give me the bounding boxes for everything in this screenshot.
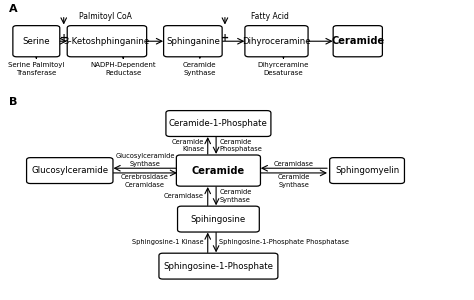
Text: B: B [9, 97, 18, 107]
Text: A: A [9, 4, 18, 14]
Text: Sphingosine-1-Phosphate Phosphatase: Sphingosine-1-Phosphate Phosphatase [219, 239, 349, 245]
Text: Cerebrosidase
Ceramidase: Cerebrosidase Ceramidase [121, 174, 169, 188]
Text: Ceramide
Synthase: Ceramide Synthase [277, 174, 310, 188]
FancyBboxPatch shape [67, 26, 146, 57]
FancyBboxPatch shape [164, 26, 222, 57]
FancyBboxPatch shape [330, 158, 404, 184]
Text: Spihingosine: Spihingosine [191, 214, 246, 224]
FancyBboxPatch shape [178, 206, 259, 232]
Text: Ceramidase: Ceramidase [273, 161, 314, 167]
Text: Fatty Acid: Fatty Acid [251, 12, 289, 21]
Text: Serine Palmitoyl
Transferase: Serine Palmitoyl Transferase [8, 62, 64, 76]
Text: Glucosylceramide
Synthase: Glucosylceramide Synthase [115, 153, 175, 167]
Text: 3-Ketoshphinganine: 3-Ketoshphinganine [64, 37, 150, 46]
FancyBboxPatch shape [166, 111, 271, 136]
FancyBboxPatch shape [333, 26, 383, 57]
Text: Dihyroceramine: Dihyroceramine [242, 37, 311, 46]
Text: Palmitoyl CoA: Palmitoyl CoA [79, 12, 132, 21]
FancyBboxPatch shape [13, 26, 60, 57]
Text: NADPH-Dependent
Reductase: NADPH-Dependent Reductase [91, 62, 156, 76]
Text: Sphingosine-1-Phosphate: Sphingosine-1-Phosphate [164, 262, 273, 271]
FancyBboxPatch shape [27, 158, 113, 184]
Text: Glucosylceramide: Glucosylceramide [31, 166, 109, 175]
Text: Ceramide
Phosphatase: Ceramide Phosphatase [219, 139, 262, 152]
FancyBboxPatch shape [176, 155, 260, 186]
Text: Dihyrceramine
Desaturase: Dihyrceramine Desaturase [258, 62, 309, 76]
Text: Serine: Serine [22, 37, 50, 46]
FancyBboxPatch shape [245, 26, 308, 57]
Text: Sphingosine-1 Kinase: Sphingosine-1 Kinase [132, 239, 203, 245]
Text: Sphinganine: Sphinganine [166, 37, 220, 46]
Text: +: + [60, 33, 68, 43]
FancyBboxPatch shape [159, 253, 278, 279]
Text: Sphingomyelin: Sphingomyelin [335, 166, 399, 175]
Text: Ceramide
Kinase: Ceramide Kinase [172, 139, 204, 152]
Text: +: + [221, 33, 229, 43]
Text: Ceramide
Synthase: Ceramide Synthase [183, 62, 217, 76]
Text: Ceramide: Ceramide [331, 36, 384, 46]
Text: Ceramide-1-Phosphate: Ceramide-1-Phosphate [169, 119, 268, 128]
Text: Ceramide: Ceramide [192, 166, 245, 176]
Text: Ceramide
Synthase: Ceramide Synthase [219, 189, 252, 203]
Text: Ceramidase: Ceramidase [164, 193, 203, 199]
